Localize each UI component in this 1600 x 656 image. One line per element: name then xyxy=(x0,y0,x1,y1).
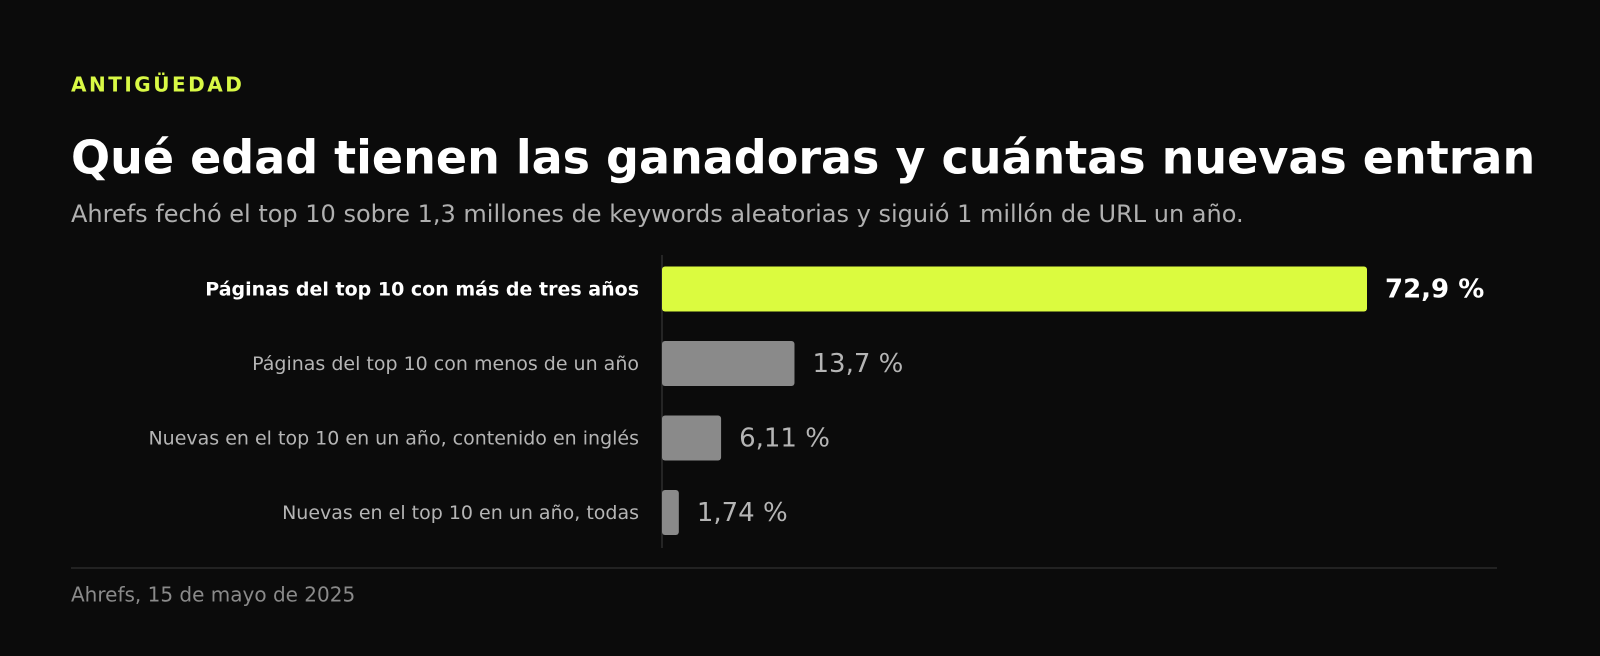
category-label: Nuevas en el top 10 en un año, todas xyxy=(282,502,639,524)
category-label: Nuevas en el top 10 en un año, contenido… xyxy=(148,428,639,450)
value-label: 6,11 % xyxy=(739,424,830,454)
bar xyxy=(662,266,1367,312)
value-label: 1,74 % xyxy=(697,498,788,528)
kicker: ANTIGÜEDAD xyxy=(71,73,244,97)
category-label: Páginas del top 10 con más de tres años xyxy=(205,279,639,301)
bar xyxy=(662,341,795,386)
chart-title: Qué edad tienen las ganadoras y cuántas … xyxy=(71,131,1535,185)
bar xyxy=(662,490,679,535)
bar xyxy=(662,415,722,461)
value-label: 72,9 % xyxy=(1385,275,1484,305)
value-label: 13,7 % xyxy=(812,349,903,379)
source: Ahrefs, 15 de mayo de 2025 xyxy=(71,583,355,607)
chart-subtitle: Ahrefs fechó el top 10 sobre 1,3 millone… xyxy=(71,200,1244,228)
category-label: Páginas del top 10 con menos de un año xyxy=(252,353,639,375)
